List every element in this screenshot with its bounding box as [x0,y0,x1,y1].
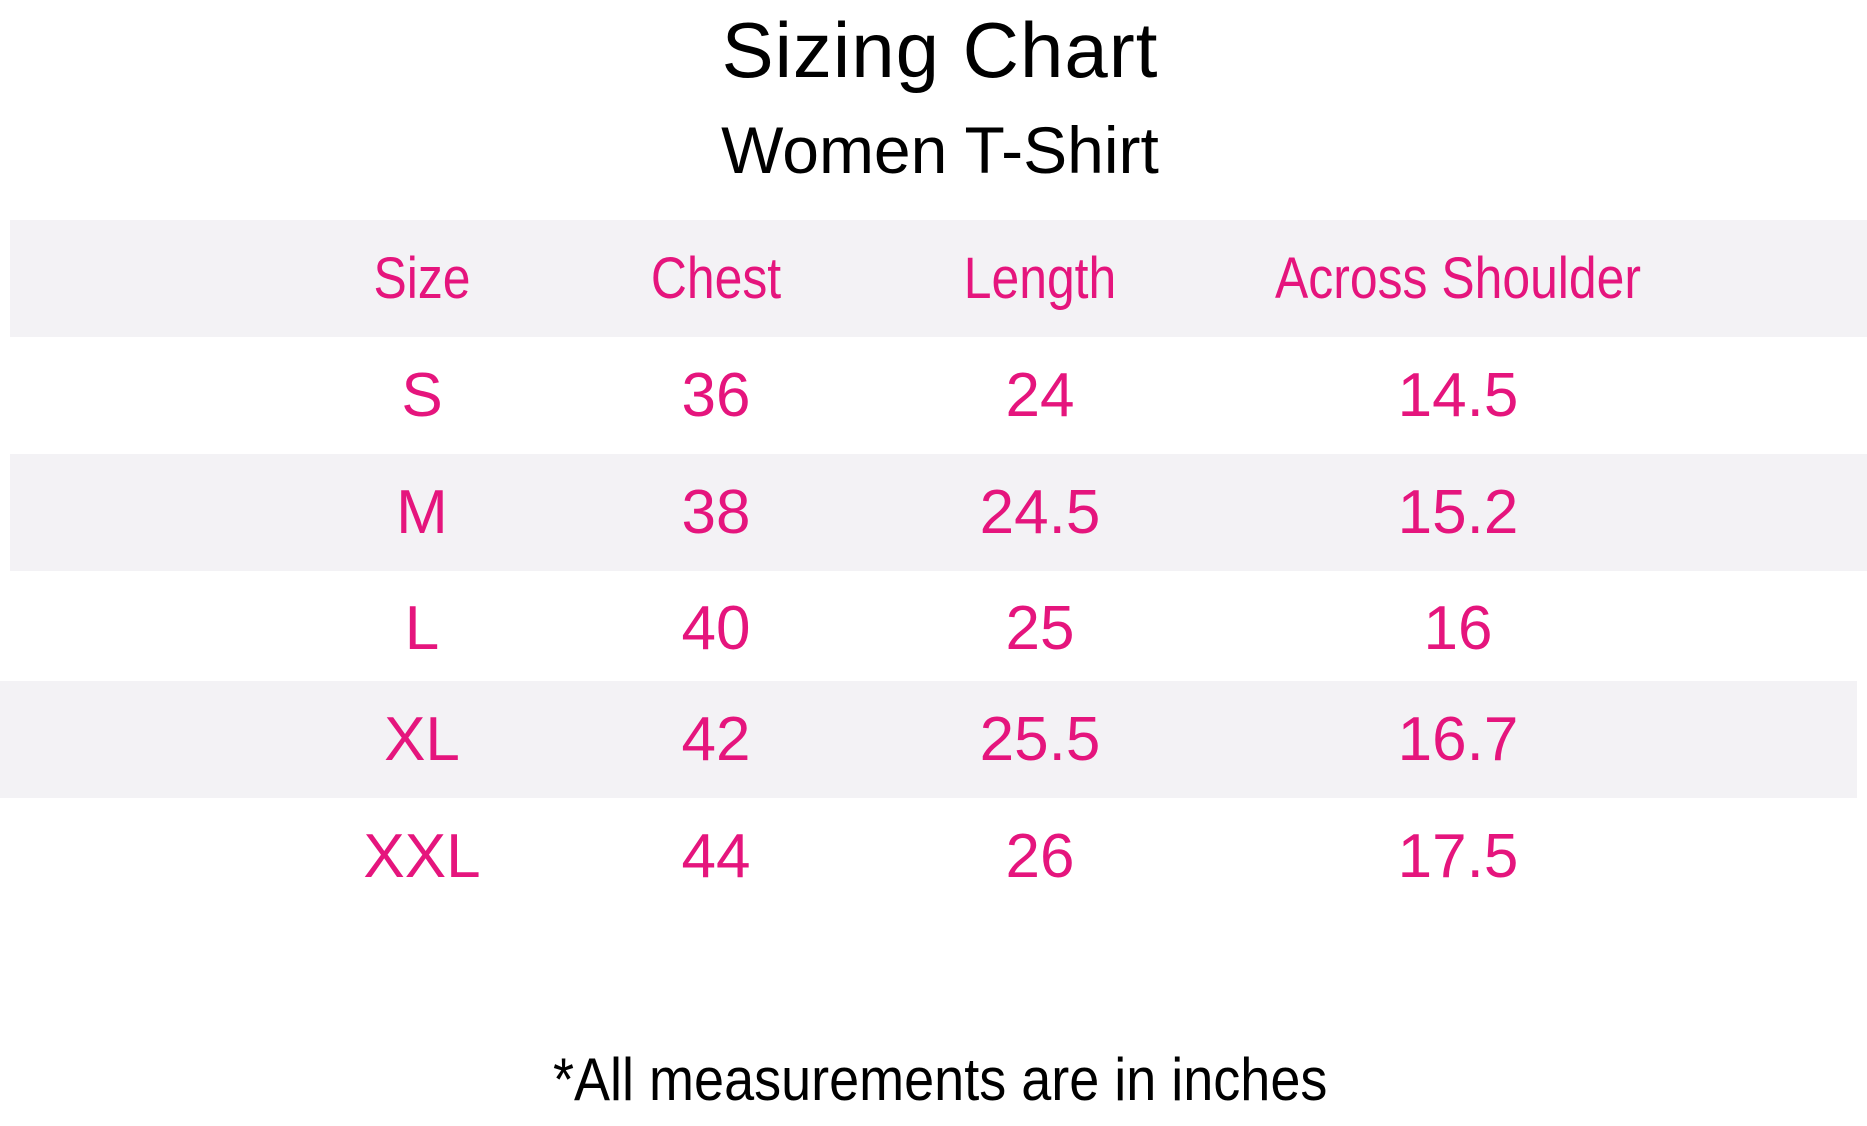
across-shoulder-cell: 17.5 [1397,822,1519,891]
across-shoulder-cell: 14.5 [1397,361,1519,430]
table-row: S 36 24 14.5 [10,337,1867,454]
size-cell: L [404,594,440,663]
length-cell: 25.5 [979,705,1101,774]
across-shoulder-cell: 15.2 [1397,478,1519,547]
table-row: XL 42 25.5 16.7 [0,681,1857,798]
length-cell: 26 [1005,822,1075,891]
chest-cell: 44 [681,822,751,891]
header-size: Size [373,246,471,311]
table-header-row: Size Chest Length Across Shoulder [10,220,1867,337]
across-shoulder-cell: 16.7 [1397,705,1519,774]
chest-cell: 40 [681,594,751,663]
chest-cell: 42 [681,705,751,774]
footnote-text: *All measurements are in inches [552,1046,1328,1113]
chest-cell: 36 [681,361,751,430]
size-cell: M [396,478,448,547]
page-title: Sizing Chart [721,6,1159,94]
table-row: M 38 24.5 15.2 [10,454,1867,571]
table-row: L 40 25 16 [10,570,1867,687]
chest-cell: 38 [681,478,751,547]
page-subtitle: Women T-Shirt [721,113,1159,187]
table-row: XXL 44 26 17.5 [10,798,1867,915]
header-length: Length [963,246,1117,311]
across-shoulder-cell: 16 [1423,594,1493,663]
length-cell: 25 [1005,594,1075,663]
size-cell: S [401,361,443,430]
header-chest: Chest [650,246,782,311]
header-across-shoulder: Across Shoulder [1275,246,1641,311]
measurement-footnote: *All measurements are in inches [0,1040,1867,1120]
size-cell: XL [384,705,460,774]
length-cell: 24 [1005,361,1075,430]
length-cell: 24.5 [979,478,1101,547]
size-cell: XXL [363,822,481,891]
